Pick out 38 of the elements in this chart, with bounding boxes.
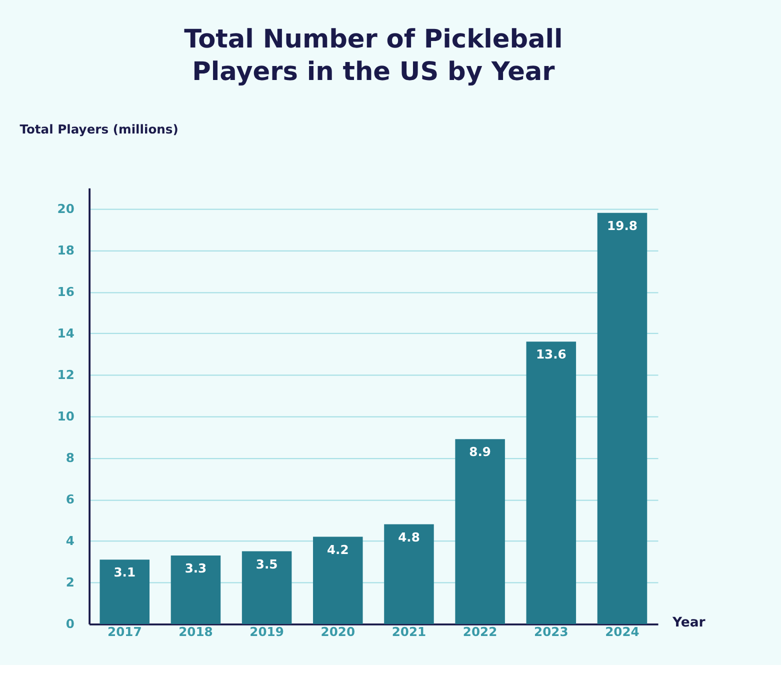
y-tick-label: 14 bbox=[57, 326, 74, 341]
x-tick-label: 2017 bbox=[107, 624, 142, 639]
y-tick-label: 2 bbox=[66, 576, 74, 590]
x-tick-label: 2021 bbox=[392, 624, 426, 639]
x-tick-label: 2018 bbox=[178, 624, 213, 639]
y-tick-label: 0 bbox=[66, 617, 74, 632]
x-tick-label: 2024 bbox=[605, 624, 640, 639]
bar bbox=[100, 560, 150, 624]
data-label: 13.6 bbox=[536, 348, 566, 362]
data-label: 19.8 bbox=[607, 218, 638, 233]
bar bbox=[313, 536, 363, 624]
x-tick-label: 2019 bbox=[250, 624, 284, 639]
y-tick-label: 12 bbox=[57, 368, 74, 382]
x-tick-label: 2023 bbox=[534, 624, 568, 639]
bar bbox=[384, 524, 434, 624]
bar bbox=[597, 212, 648, 624]
chart-title: Total Number of Pickleball Players in the US by Year bbox=[184, 24, 563, 87]
x-tick-label: 2022 bbox=[462, 624, 498, 639]
y-tick-label: 20 bbox=[57, 202, 74, 216]
y-axis-title: Total Players (millions) bbox=[20, 122, 178, 136]
data-label: 3.5 bbox=[256, 557, 278, 572]
bar bbox=[526, 342, 576, 624]
y-tick-label: 16 bbox=[57, 285, 74, 300]
bar bbox=[455, 439, 505, 624]
x-tick-label: 2020 bbox=[320, 624, 356, 639]
x-axis-title: Year bbox=[671, 615, 706, 630]
data-label: 3.3 bbox=[184, 562, 207, 576]
data-label: 4.8 bbox=[398, 530, 420, 544]
y-tick-label: 8 bbox=[66, 451, 74, 466]
data-label: 4.2 bbox=[326, 542, 349, 557]
bar bbox=[242, 551, 292, 624]
bar bbox=[170, 555, 221, 624]
y-tick-label: 6 bbox=[66, 492, 74, 507]
y-tick-label: 10 bbox=[57, 410, 74, 424]
data-label: 3.1 bbox=[114, 566, 136, 580]
data-label: 8.9 bbox=[469, 445, 491, 460]
y-tick-label: 4 bbox=[66, 534, 74, 548]
y-tick-label: 18 bbox=[57, 244, 74, 258]
